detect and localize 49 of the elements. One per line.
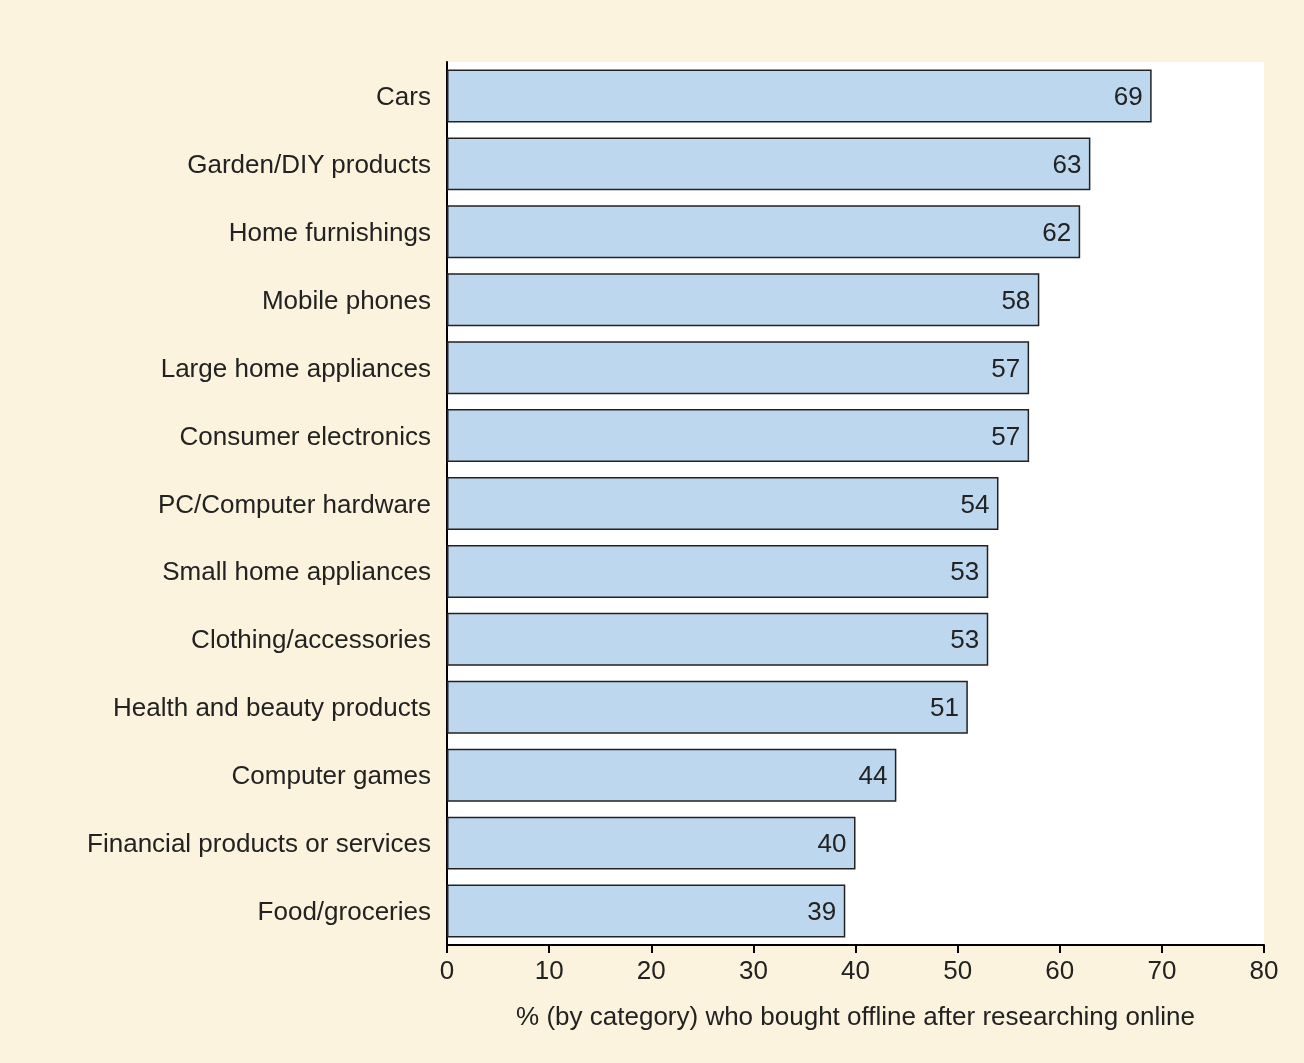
bar [447,409,1030,463]
bar [447,137,1091,191]
data-label: 63 [1052,148,1082,179]
bar [447,816,856,870]
data-label: 53 [950,556,980,587]
y-tick-label: Food/groceries [257,896,431,927]
bar [447,680,968,734]
x-tick-label: 20 [636,955,666,985]
x-tick-label: 70 [1147,955,1177,985]
y-tick-label: Clothing/accessories [191,624,431,655]
data-label: 40 [817,828,847,859]
y-tick-label: Mobile phones [261,284,431,315]
x-axis-title: % (by category) who bought offline after researching online [516,1001,1195,1031]
y-tick-label: Home furnishings [228,216,431,247]
data-label: 54 [960,488,990,519]
y-tick-label: Computer games [231,760,431,791]
y-tick-label: Large home appliances [160,352,431,383]
y-tick-label: Garden/DIY products [187,148,431,179]
data-label: 39 [807,896,837,927]
bar [447,748,897,802]
y-tick-label: Financial products or services [87,828,431,859]
y-tick-label: Small home appliances [162,556,431,587]
y-tick-label: Cars [376,80,431,111]
x-tick-label: 40 [841,955,870,985]
bar [447,884,846,938]
data-label: 53 [950,624,980,655]
bar [447,341,1030,395]
y-tick-label: Health and beauty products [113,692,431,723]
x-tick-label: 10 [534,955,564,985]
bar [447,544,989,598]
data-label: 57 [991,352,1021,383]
data-label: 58 [1001,284,1031,315]
x-tick-label: 50 [943,955,973,985]
x-tick-label: 60 [1045,955,1075,985]
bar [447,205,1081,259]
y-tick-label: Consumer electronics [179,420,431,451]
x-tick-label: 80 [1249,955,1279,985]
data-label: 51 [929,692,959,723]
y-tick-label: PC/Computer hardware [157,488,431,519]
data-label: 62 [1042,216,1072,247]
data-label: 69 [1113,80,1143,111]
bar [447,273,1040,327]
bar [447,612,989,666]
data-label: 44 [858,760,888,791]
x-tick-label: 30 [738,955,768,985]
bar [447,69,1152,123]
data-label: 57 [991,420,1021,451]
x-tick-label: 0 [439,955,455,985]
bar [447,477,999,530]
